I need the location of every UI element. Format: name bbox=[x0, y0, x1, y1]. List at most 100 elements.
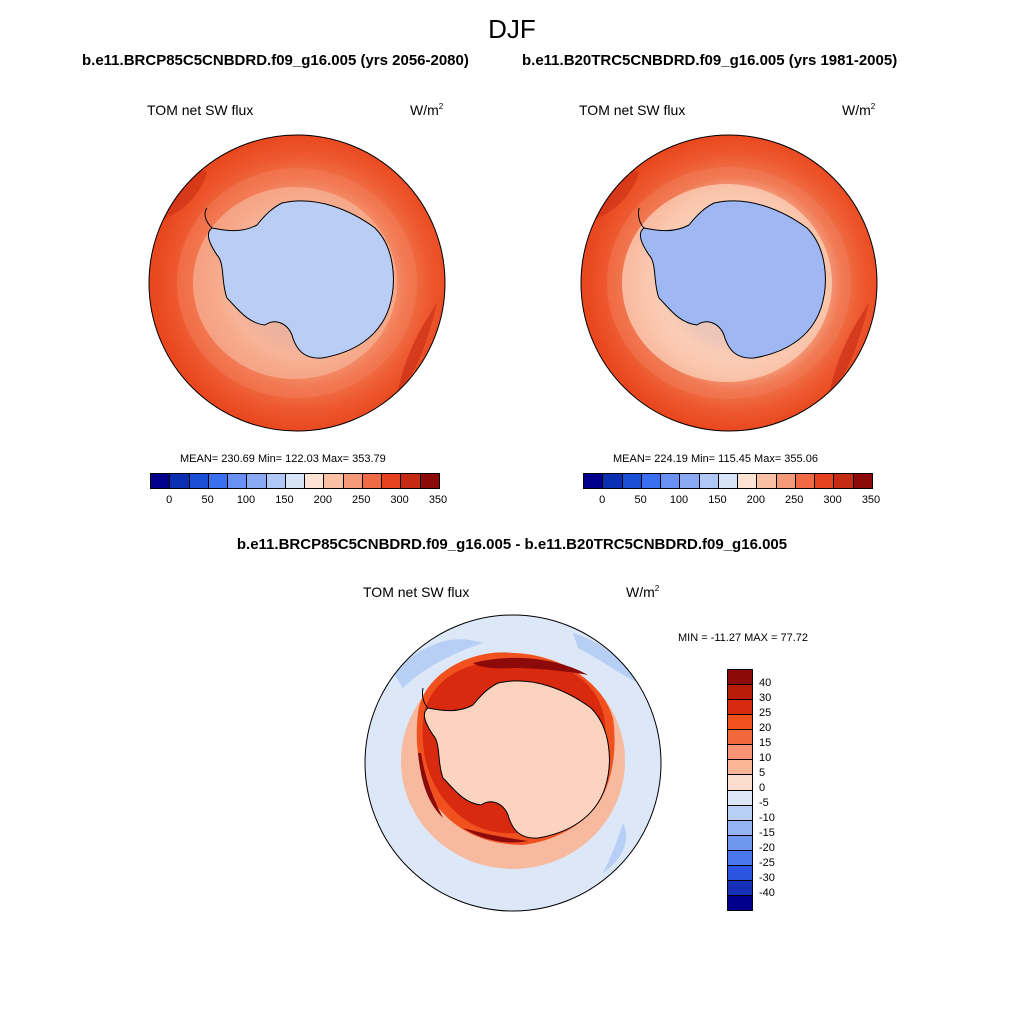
diff-polar-map bbox=[364, 614, 662, 912]
colorbar-tick-label: 100 bbox=[669, 494, 689, 506]
colorbar-tick-label: 50 bbox=[634, 494, 647, 506]
diff-colorbar bbox=[727, 669, 753, 911]
colorbar-swatch bbox=[728, 790, 752, 806]
colorbar-tick-label: 350 bbox=[861, 494, 881, 506]
colorbar-tick-label: 10 bbox=[759, 752, 772, 764]
colorbar-swatch bbox=[680, 474, 700, 488]
colorbar-tick-label: 200 bbox=[746, 494, 765, 506]
colorbar-swatch bbox=[728, 700, 752, 716]
diff-antarctica bbox=[423, 680, 610, 839]
colorbar-swatch bbox=[266, 474, 286, 488]
colorbar-swatch bbox=[834, 474, 854, 488]
colorbar-tick-label: -15 bbox=[759, 827, 775, 839]
colorbar-tick-label: -20 bbox=[759, 842, 775, 854]
diff-variable-label: TOM net SW flux bbox=[363, 584, 470, 600]
right-colorbar bbox=[583, 473, 873, 489]
colorbar-swatch bbox=[247, 474, 267, 488]
colorbar-swatch bbox=[661, 474, 681, 488]
colorbar-tick-label: -10 bbox=[759, 812, 775, 824]
colorbar-tick-label: 0 bbox=[599, 494, 606, 506]
colorbar-swatch bbox=[728, 820, 752, 836]
right-case-title: b.e11.B20TRC5CNBDRD.f09_g16.005 (yrs 198… bbox=[522, 52, 898, 69]
colorbar-swatch bbox=[362, 474, 383, 488]
colorbar-swatch bbox=[584, 474, 604, 488]
colorbar-tick-label: 15 bbox=[759, 737, 772, 749]
right-units-label: W/m2 bbox=[842, 102, 876, 118]
left-stats: MEAN= 230.69 Min= 122.03 Max= 353.79 bbox=[180, 453, 386, 465]
colorbar-swatch bbox=[285, 474, 306, 488]
right-antarctica bbox=[639, 200, 826, 359]
left-colorbar bbox=[150, 473, 440, 489]
colorbar-swatch bbox=[728, 805, 752, 821]
left-colorbar-ticks: 0 50 100 150 200 250 300 350 bbox=[150, 494, 447, 508]
colorbar-swatch bbox=[728, 730, 752, 746]
right-map-border bbox=[580, 134, 878, 432]
colorbar-swatch bbox=[815, 474, 835, 488]
colorbar-tick-label: 300 bbox=[823, 494, 842, 506]
colorbar-tick-label: 40 bbox=[759, 677, 772, 689]
left-map-border bbox=[148, 134, 446, 432]
colorbar-swatch bbox=[718, 474, 739, 488]
colorbar-tick-label: 0 bbox=[166, 494, 173, 506]
colorbar-tick-label: 150 bbox=[708, 494, 727, 506]
colorbar-swatch bbox=[228, 474, 248, 488]
diff-stats: MIN = -11.27 MAX = 77.72 bbox=[678, 632, 809, 644]
colorbar-swatch bbox=[853, 474, 872, 488]
colorbar-swatch bbox=[420, 474, 439, 488]
colorbar-swatch bbox=[728, 880, 752, 896]
diff-map-border bbox=[364, 614, 662, 912]
left-units-label: W/m2 bbox=[410, 102, 444, 118]
figure-title: DJF bbox=[488, 14, 536, 44]
colorbar-tick-label: -40 bbox=[759, 887, 775, 899]
colorbar-swatch bbox=[728, 670, 752, 686]
colorbar-tick-label: -25 bbox=[759, 857, 775, 869]
colorbar-tick-label: 200 bbox=[313, 494, 332, 506]
right-variable-label: TOM net SW flux bbox=[579, 102, 686, 118]
colorbar-swatch bbox=[728, 775, 752, 791]
colorbar-swatch bbox=[151, 474, 171, 488]
left-polar-map bbox=[148, 134, 446, 432]
colorbar-swatch bbox=[170, 474, 190, 488]
right-stats: MEAN= 224.19 Min= 115.45 Max= 355.06 bbox=[613, 453, 818, 465]
colorbar-tick-label: 250 bbox=[352, 494, 371, 506]
colorbar-swatch bbox=[189, 474, 209, 488]
colorbar-tick-label: 0 bbox=[759, 782, 766, 794]
colorbar-swatch bbox=[343, 474, 363, 488]
colorbar-tick-label: 250 bbox=[785, 494, 804, 506]
colorbar-swatch bbox=[738, 474, 758, 488]
diff-colorbar-ticks: 40 30 25 20 15 10 5 0 -5 -10 -15 -20 -25 -30 -40 bbox=[759, 669, 799, 909]
colorbar-tick-label: 350 bbox=[428, 494, 448, 506]
diff-case-title: b.e11.BRCP85C5CNBDRD.f09_g16.005 - b.e11… bbox=[236, 536, 788, 553]
colorbar-tick-label: 300 bbox=[390, 494, 409, 506]
colorbar-tick-label: 150 bbox=[275, 494, 294, 506]
colorbar-tick-label: 30 bbox=[759, 692, 772, 704]
colorbar-tick-label: -5 bbox=[759, 797, 769, 809]
colorbar-tick-label: 20 bbox=[759, 722, 772, 734]
colorbar-tick-label: 5 bbox=[759, 767, 766, 779]
colorbar-swatch bbox=[728, 865, 752, 881]
colorbar-swatch bbox=[728, 685, 752, 701]
colorbar-swatch bbox=[728, 850, 752, 866]
colorbar-tick-label: 100 bbox=[236, 494, 256, 506]
colorbar-swatch bbox=[728, 835, 752, 851]
colorbar-swatch bbox=[728, 760, 752, 776]
right-polar-map bbox=[580, 134, 878, 432]
colorbar-swatch bbox=[776, 474, 796, 488]
colorbar-swatch bbox=[728, 895, 752, 910]
colorbar-swatch bbox=[622, 474, 642, 488]
colorbar-swatch bbox=[324, 474, 344, 488]
colorbar-tick-label: -30 bbox=[759, 872, 775, 884]
colorbar-swatch bbox=[757, 474, 777, 488]
colorbar-swatch bbox=[699, 474, 719, 488]
colorbar-swatch bbox=[603, 474, 623, 488]
colorbar-swatch bbox=[728, 745, 752, 761]
left-antarctica bbox=[207, 200, 394, 359]
colorbar-swatch bbox=[382, 474, 402, 488]
colorbar-tick-label: 50 bbox=[201, 494, 214, 506]
diff-units-label: W/m2 bbox=[626, 584, 660, 600]
colorbar-swatch bbox=[728, 715, 752, 731]
colorbar-swatch bbox=[208, 474, 229, 488]
colorbar-swatch bbox=[795, 474, 816, 488]
colorbar-tick-label: 25 bbox=[759, 707, 772, 719]
left-case-title: b.e11.BRCP85C5CNBDRD.f09_g16.005 (yrs 20… bbox=[82, 52, 469, 69]
